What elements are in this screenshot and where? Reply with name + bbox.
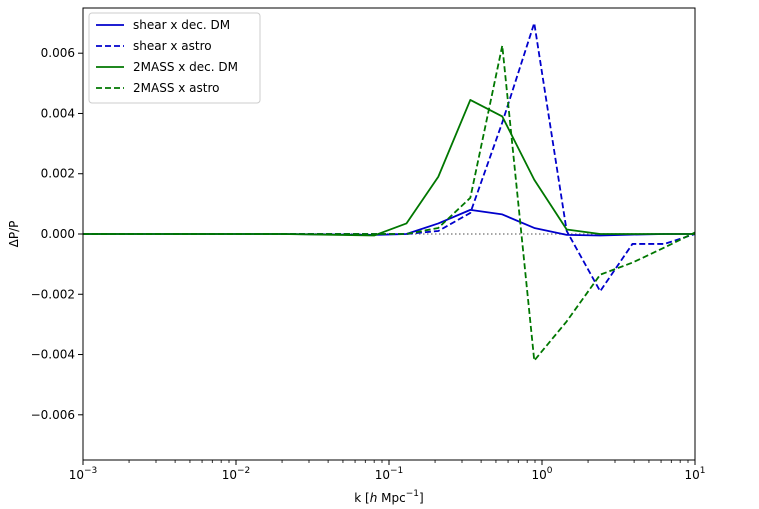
y-tick-label: 0.006 xyxy=(41,46,75,60)
legend-label-4: 2MASS x astro xyxy=(133,81,219,95)
y-tick-label: 0.002 xyxy=(41,167,75,181)
legend-label-2: shear x astro xyxy=(133,39,212,53)
x-tick-label: 10−3 xyxy=(69,466,98,482)
x-tick-label: 100 xyxy=(531,466,552,482)
x-tick-label: 10−1 xyxy=(375,466,404,482)
y-tick-label: 0.004 xyxy=(41,106,75,120)
x-axis-label: k [h Mpc−1] xyxy=(354,489,423,505)
series-line-3 xyxy=(83,99,695,237)
y-tick-label: −0.006 xyxy=(31,408,75,422)
legend-label-1: shear x dec. DM xyxy=(133,18,230,32)
series-line-4 xyxy=(83,44,696,362)
x-tick-label: 101 xyxy=(684,466,705,482)
y-tick-label: −0.002 xyxy=(31,287,75,301)
legend-box xyxy=(88,12,261,104)
y-tick-label: 0.000 xyxy=(41,227,75,241)
y-axis-ticks: 0.006 0.004 0.002 0.000 −0.002 −0.004 −0.006 xyxy=(31,46,83,422)
x-tick-label: 10−2 xyxy=(222,466,251,482)
series-line-1 xyxy=(83,208,695,237)
legend-label-3: 2MASS x dec. DM xyxy=(133,60,238,74)
series-group xyxy=(83,22,696,362)
y-axis-label: ΔP/P xyxy=(7,221,21,248)
legend: shear x dec. DM shear x astro 2MASS x dec.… xyxy=(88,12,261,104)
x-axis-ticks: 10−3 10−2 10−1 100 101 xyxy=(69,460,706,482)
y-tick-label: −0.004 xyxy=(31,348,75,362)
